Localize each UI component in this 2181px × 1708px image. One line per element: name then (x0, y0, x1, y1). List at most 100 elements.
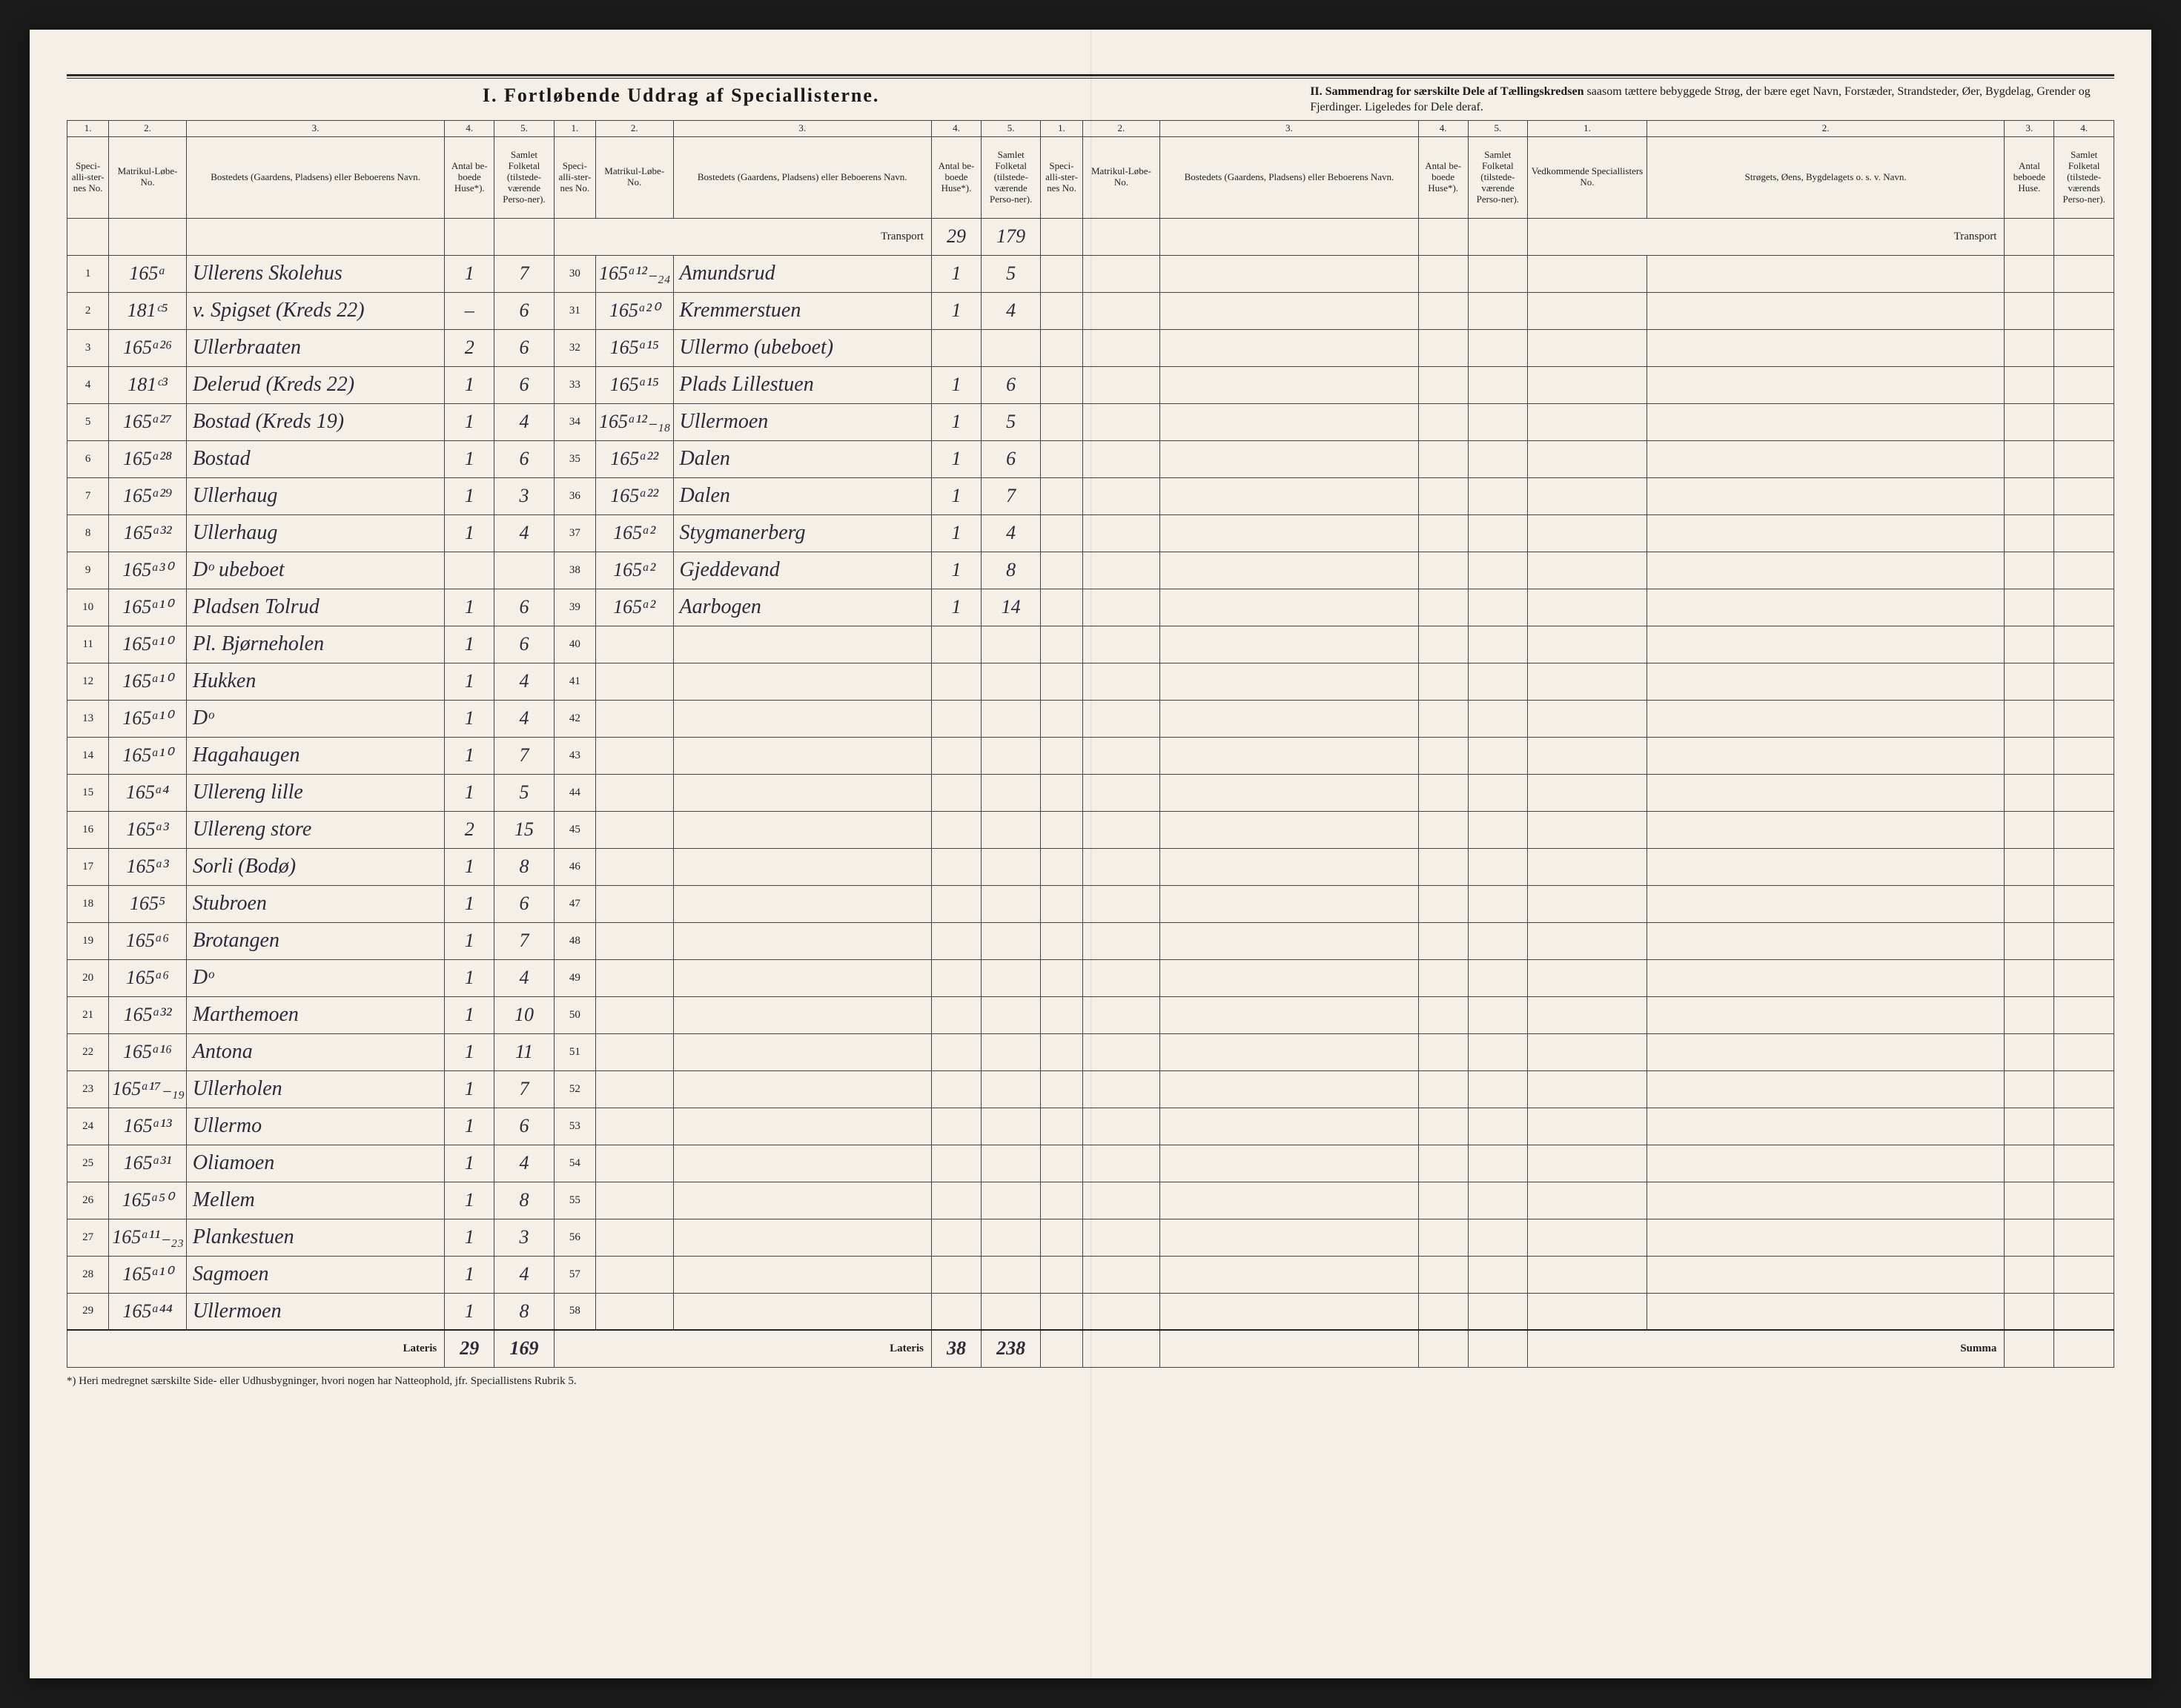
row-bosted-name: Ullereng store (186, 811, 444, 848)
row-matrikul: 165ᵃ¹⁰ (109, 737, 187, 774)
empty-cell (1418, 663, 1468, 700)
row-bosted-name (673, 959, 931, 996)
row-matrikul: 165ᵃ⁴⁴ (109, 1293, 187, 1330)
empty-cell (1041, 663, 1082, 700)
empty-cell (1418, 1293, 1468, 1330)
empty-cell (1528, 737, 1647, 774)
empty-cell (2054, 255, 2114, 292)
col-number: 4. (931, 120, 981, 136)
empty-cell (1418, 1108, 1468, 1145)
row-huse: 1 (931, 552, 981, 589)
row-bosted-name (673, 1219, 931, 1256)
empty-cell (1082, 1108, 1160, 1145)
row-spec-no: 20 (67, 959, 109, 996)
empty-cell (1041, 626, 1082, 663)
row-bosted-name (673, 811, 931, 848)
row-spec-no: 45 (554, 811, 595, 848)
row-huse: 1 (931, 440, 981, 477)
row-matrikul: 165ᵃ²² (595, 440, 673, 477)
empty-cell (1041, 514, 1082, 552)
row-huse: 1 (445, 477, 494, 514)
row-matrikul: 165ᵃ³² (109, 996, 187, 1033)
page-fold (1090, 30, 1092, 1678)
row-huse: 1 (445, 514, 494, 552)
row-spec-no: 21 (67, 996, 109, 1033)
row-huse (931, 1145, 981, 1182)
empty-cell (1418, 848, 1468, 885)
row-folketal (494, 552, 554, 589)
row-huse: 1 (445, 885, 494, 922)
empty-cell (1468, 1330, 1527, 1367)
row-folketal: 15 (494, 811, 554, 848)
row-bosted-name (673, 1293, 931, 1330)
row-spec-no: 7 (67, 477, 109, 514)
row-bosted-name (673, 1145, 931, 1182)
empty-cell (1041, 329, 1082, 366)
row-spec-no: 1 (67, 255, 109, 292)
row-spec-no: 40 (554, 626, 595, 663)
row-bosted-name (673, 1182, 931, 1219)
row-spec-no: 30 (554, 255, 595, 292)
row-huse (931, 737, 981, 774)
row-folketal (981, 737, 1040, 774)
empty-cell (2054, 811, 2114, 848)
row-matrikul (595, 1182, 673, 1219)
empty-cell (1160, 1070, 1418, 1108)
empty-cell (1082, 959, 1160, 996)
empty-cell (2054, 737, 2114, 774)
empty-cell (1528, 1293, 1647, 1330)
empty-cell (1468, 922, 1527, 959)
row-spec-no: 43 (554, 737, 595, 774)
row-spec-no: 42 (554, 700, 595, 737)
empty-cell (1041, 1219, 1082, 1256)
empty-cell (2005, 663, 2054, 700)
empty-cell (2005, 1256, 2054, 1293)
row-matrikul (595, 663, 673, 700)
empty-cell (1160, 477, 1418, 514)
empty-cell (1528, 1182, 1647, 1219)
row-matrikul: 165ᵃ³ (109, 811, 187, 848)
empty-cell (2005, 477, 2054, 514)
col-header: Matrikul-Løbe-No. (109, 136, 187, 218)
empty-cell (1468, 552, 1527, 589)
empty-cell (1468, 626, 1527, 663)
empty-cell (2054, 1293, 2114, 1330)
empty-cell (2054, 477, 2114, 514)
empty-cell (2054, 1070, 2114, 1108)
row-bosted-name: Pladsen Tolrud (186, 589, 444, 626)
row-matrikul (595, 737, 673, 774)
row-huse: – (445, 292, 494, 329)
empty-cell (1082, 848, 1160, 885)
empty-cell (1646, 1033, 2005, 1070)
row-bosted-name: Hagahaugen (186, 737, 444, 774)
empty-cell (1082, 737, 1160, 774)
col-header: Antal beboede Huse. (2005, 136, 2054, 218)
row-matrikul: 165ᵃ²⁸ (109, 440, 187, 477)
empty-cell (1082, 552, 1160, 589)
row-matrikul: 165ᵃ¹⁰ (109, 700, 187, 737)
row-spec-no: 57 (554, 1256, 595, 1293)
empty-cell (1160, 292, 1418, 329)
row-huse (931, 996, 981, 1033)
row-matrikul (595, 885, 673, 922)
col-header: Antal be-boede Huse*). (445, 136, 494, 218)
empty-cell (1082, 922, 1160, 959)
empty-cell (1160, 1293, 1418, 1330)
row-folketal (981, 922, 1040, 959)
empty-cell (1528, 811, 1647, 848)
row-folketal: 4 (494, 663, 554, 700)
empty-cell (1646, 737, 2005, 774)
row-folketal (981, 996, 1040, 1033)
empty-cell (1468, 848, 1527, 885)
row-spec-no: 34 (554, 403, 595, 440)
row-spec-no: 39 (554, 589, 595, 626)
row-huse (931, 1219, 981, 1256)
col-number: 3. (2005, 120, 2054, 136)
empty-cell (1528, 774, 1647, 811)
empty-cell (1528, 552, 1647, 589)
empty-cell (1418, 514, 1468, 552)
empty-cell (1041, 922, 1082, 959)
row-huse (931, 848, 981, 885)
row-folketal: 6 (494, 885, 554, 922)
row-bosted-name: Stygmanerberg (673, 514, 931, 552)
